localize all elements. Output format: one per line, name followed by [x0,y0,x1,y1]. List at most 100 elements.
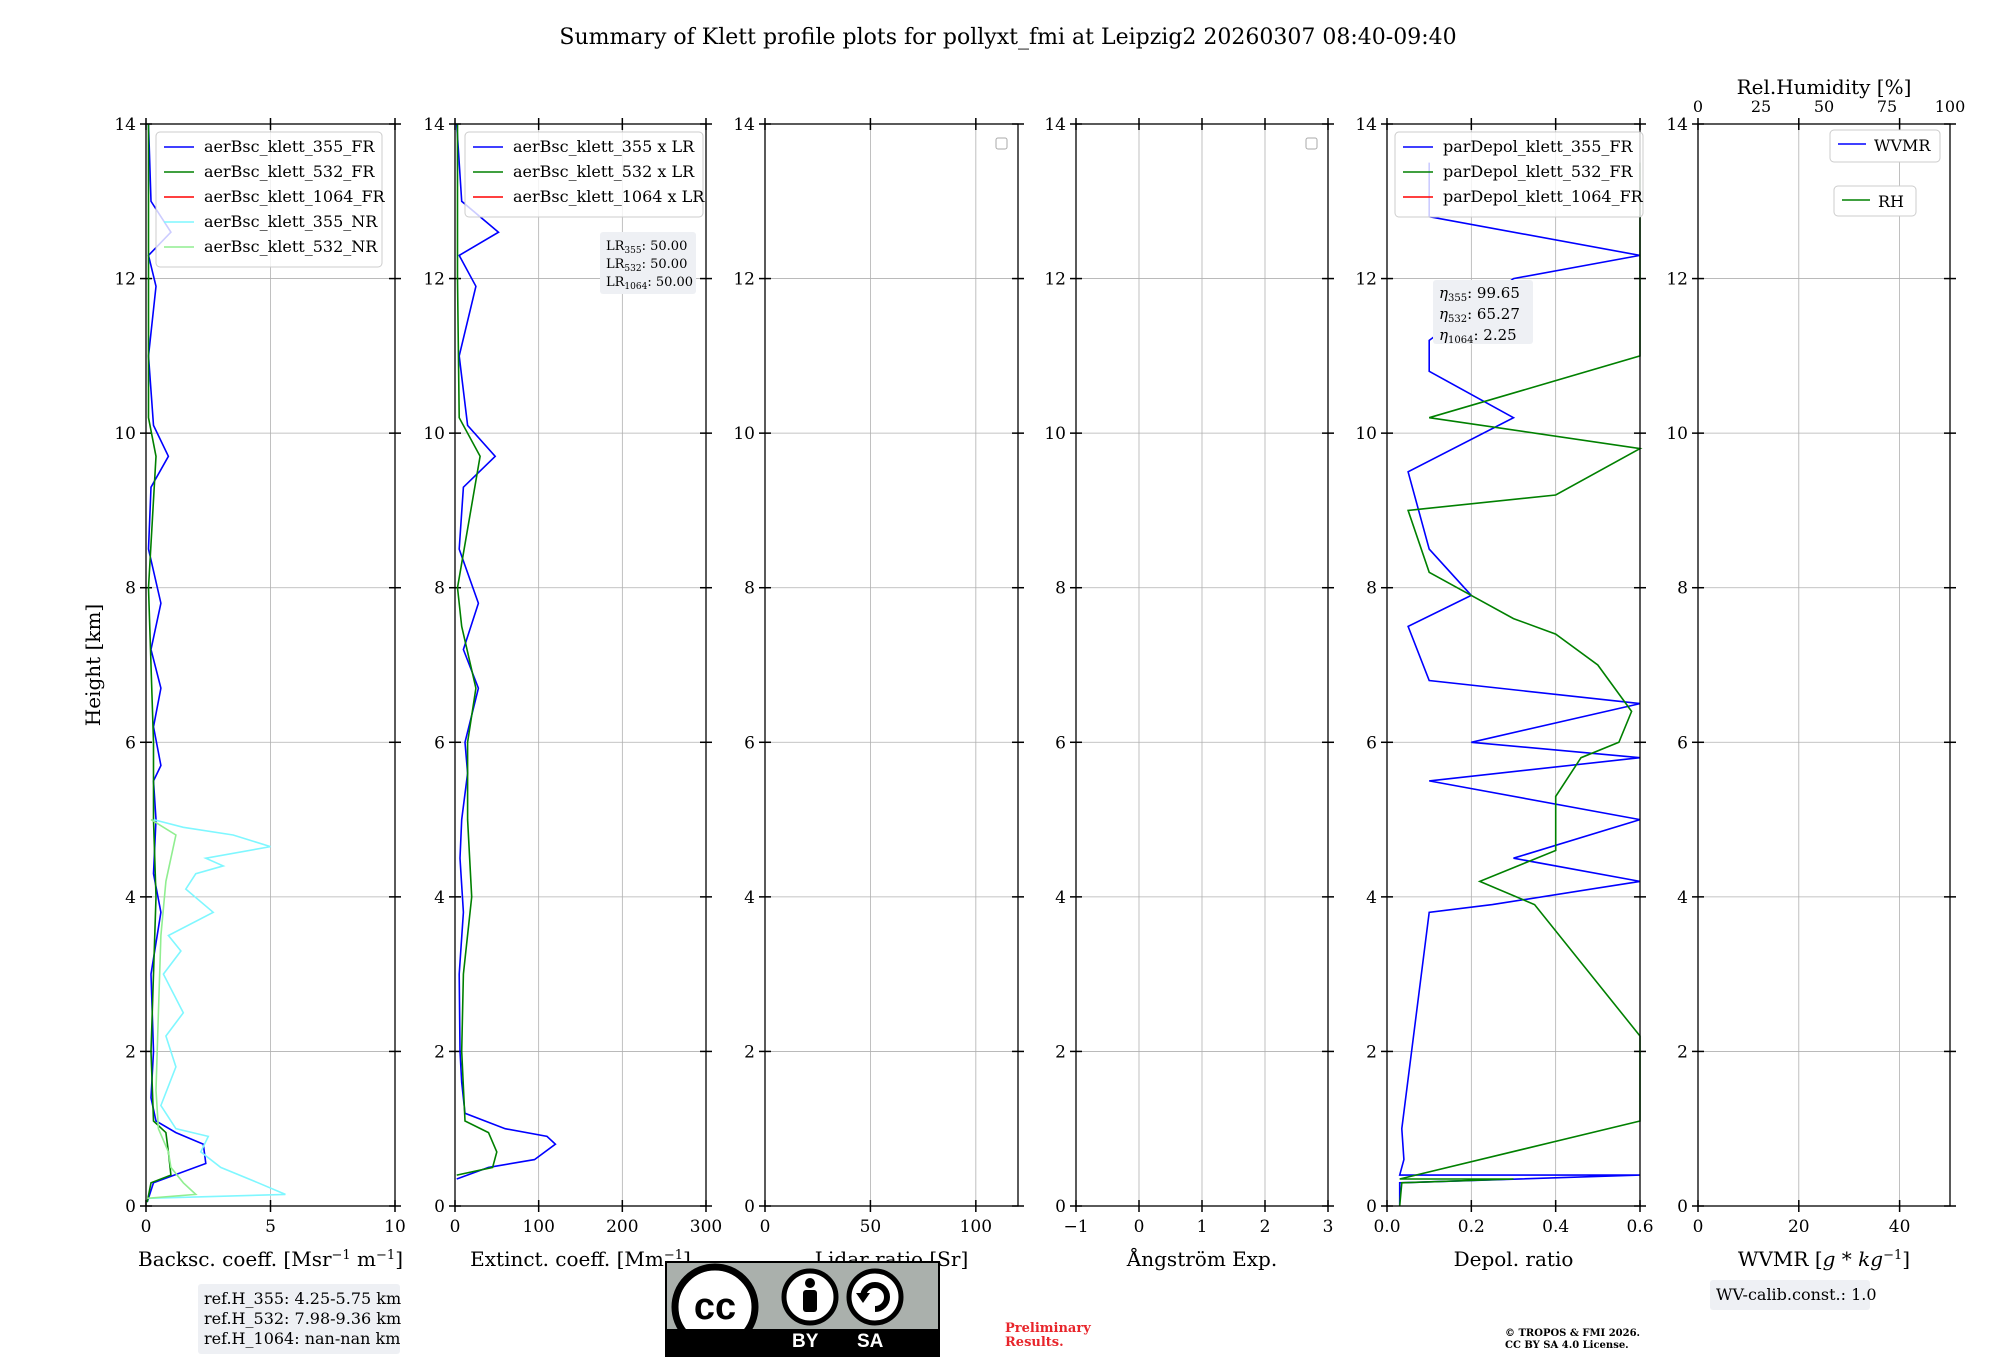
rh-tick-label: 25 [1751,97,1771,116]
y-tick-label: 2 [1677,1042,1688,1062]
cc-by-label: BY [792,1331,819,1352]
x-tick-label: 5 [265,1217,276,1237]
y-tick-label: 10 [733,424,755,444]
legend-label: parDepol_klett_355_FR [1443,137,1634,156]
y-tick-label: 8 [1677,579,1688,599]
x-tick-label: 10 [384,1217,406,1237]
y-tick-label: 4 [1677,888,1688,908]
y-tick-label: 6 [1366,733,1377,753]
x-tick-label: 20 [1788,1217,1810,1237]
x-tick-label: −1 [1063,1217,1088,1237]
sa-icon [846,1268,904,1326]
y-tick-label: 12 [1355,270,1377,290]
rh-legend-label: RH [1878,192,1904,211]
legend-label: aerBsc_klett_532_NR [204,237,378,256]
y-tick-label: 2 [125,1042,136,1062]
y-tick-label: 6 [1677,733,1688,753]
legend-box [464,131,704,218]
y-tick-label: 2 [1366,1042,1377,1062]
legend-label: aerBsc_klett_355_NR [204,212,378,231]
x-tick-label: 300 [690,1217,722,1237]
rh-tick-label: 0 [1693,97,1703,116]
svg-text:cc: cc [694,1286,736,1328]
y-tick-label: 0 [1366,1197,1377,1217]
y-tick-label: 6 [1055,733,1066,753]
x-tick-label: 200 [606,1217,638,1237]
eta-info-box [1433,280,1533,344]
y-tick-label: 0 [125,1197,136,1217]
cc-license-badge: cc BY SA [665,1261,940,1357]
y-tick-label: 0 [744,1197,755,1217]
panel-extinction: 0 2 4 6 8 10 12 14 0 100 200 300 Extinct. coeff. [Mm… [423,115,722,1271]
y-tick-label: 6 [125,733,136,753]
y-axis-label: Height [km] [81,604,105,726]
y-tick-label: 2 [434,1042,445,1062]
x-tick-label: 40 [1889,1217,1911,1237]
rh-tick-label: 75 [1877,97,1897,116]
y-tick-label: 4 [125,888,136,908]
axes-frame [1075,123,1329,1207]
eta-info-line: η1064: 2.25 [1439,326,1517,346]
y-tick-label: 4 [1055,888,1066,908]
y-tick-label: 0 [1055,1197,1066,1217]
y-tick-label: 8 [434,579,445,599]
y-tick-label: 12 [1666,270,1688,290]
legend-box [155,131,383,268]
x-axis-label: WVMR [g * kg−1] [1738,1247,1910,1271]
cc-sa-label: SA [857,1331,884,1352]
x-tick-label: 0.2 [1458,1217,1485,1237]
axes-frame [1697,123,1951,1207]
legend-label: aerBsc_klett_532_FR [204,162,375,181]
x-axis-label: Extinct. coeff. [Mm−1] [470,1247,691,1271]
info-box-line: ref.H_1064: nan-nan km [204,1329,400,1348]
y-tick-label: 14 [423,115,445,135]
axes-frame [1386,123,1641,1207]
y-tick-label: 14 [1666,115,1688,135]
y-tick-label: 12 [1044,270,1066,290]
y-tick-label: 8 [1366,579,1377,599]
x-tick-label: 0 [1134,1217,1145,1237]
wvmr-legend-label: WVMR [1874,136,1931,155]
lr-info-line: LR355: 50.00 [606,239,687,256]
y-tick-label: 2 [744,1042,755,1062]
x-tick-label: 0 [760,1217,771,1237]
y-tick-label: 8 [744,579,755,599]
cc-bottom-bar: BY SA [667,1329,938,1355]
copyright-line-1: © TROPOS & FMI 2026. [1505,1328,1641,1339]
axes-frame [764,123,1019,1207]
panel-wvmr: 0 2 4 6 8 10 12 14 0 20 40 WVMR [g * kg−1] Rel.Humid… [1666,75,1965,1271]
x-tick-label: 3 [1323,1217,1334,1237]
x-tick-label: 0 [450,1217,461,1237]
figure-title: Summary of Klett profile plots for polly… [559,25,1456,50]
x-tick-label: 1 [1197,1217,1208,1237]
panel-backscatter: 0 2 4 6 8 10 12 14 0 5 10 Backsc. coeff. [Msr−1 m−1… [114,115,405,1271]
y-tick-label: 6 [434,733,445,753]
x-tick-label: 50 [860,1217,882,1237]
copyright-line-2: CC BY SA 4.0 License. [1505,1340,1629,1351]
legend-label: aerBsc_klett_355 x LR [513,137,695,156]
y-tick-label: 14 [114,115,136,135]
wvmr-legend-box [1829,129,1941,163]
x-tick-label: 100 [960,1217,992,1237]
rh-legend-box [1833,185,1917,217]
empty-legend-box [1305,137,1318,150]
cc-logo-icon: cc [671,1263,904,1351]
y-tick-label: 10 [1666,424,1688,444]
eta-info-line: η355: 99.65 [1439,284,1520,304]
info-box-backscatter [198,1284,400,1354]
y-tick-label: 4 [744,888,755,908]
legend-label: parDepol_klett_1064_FR [1443,187,1644,206]
series-line-aerBsc_klett_532 x LR [456,124,498,1176]
x-tick-label: 100 [522,1217,554,1237]
y-tick-label: 12 [114,270,136,290]
y-tick-label: 4 [434,888,445,908]
y-tick-label: 0 [1677,1197,1688,1217]
series-line-aerBsc_klett_355_NR [148,818,286,1200]
y-tick-label: 6 [744,733,755,753]
y-tick-label: 14 [1355,115,1377,135]
preliminary-line-2: Results. [1005,1335,1064,1350]
